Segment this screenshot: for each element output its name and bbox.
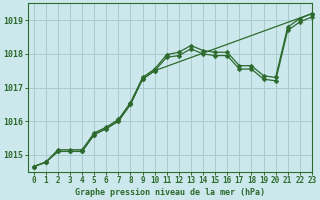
- X-axis label: Graphe pression niveau de la mer (hPa): Graphe pression niveau de la mer (hPa): [75, 188, 265, 197]
